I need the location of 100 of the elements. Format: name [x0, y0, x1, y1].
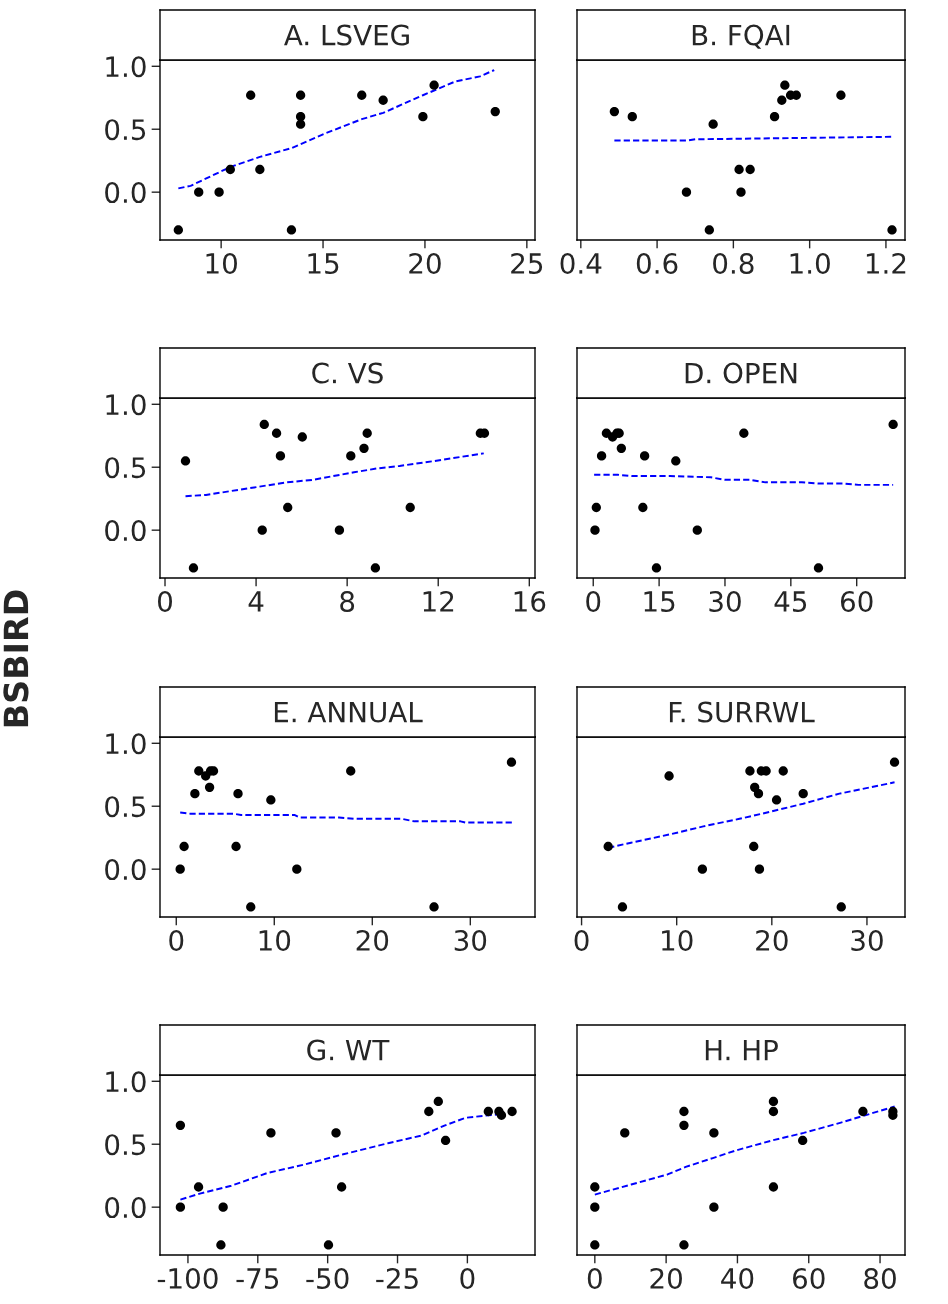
x-tick-label: 60 [840, 590, 873, 612]
point [295, 90, 306, 100]
point [704, 225, 714, 235]
point [609, 106, 620, 117]
point [616, 443, 627, 454]
point [603, 841, 613, 852]
point [617, 902, 628, 912]
x-tick-label: 20 [650, 1267, 682, 1289]
x-tick-label: 20 [756, 929, 788, 951]
line-series [177, 69, 496, 190]
point [194, 766, 204, 776]
chart-title: H. HP [705, 1039, 778, 1061]
point [745, 766, 755, 776]
point [405, 502, 415, 513]
point [331, 1128, 341, 1138]
point [370, 563, 381, 573]
point [257, 525, 267, 535]
point [734, 164, 744, 175]
point [638, 502, 648, 513]
y-tick-label: 0.0 [105, 859, 146, 881]
point [275, 451, 286, 461]
x-tick-label: 60 [793, 1267, 825, 1289]
point [194, 187, 204, 197]
x-tick-label: 0 [587, 1267, 602, 1289]
x-tick-label: -25 [376, 1267, 418, 1289]
point [283, 502, 293, 513]
point [255, 164, 265, 175]
point [378, 95, 388, 105]
point [175, 1202, 186, 1212]
point [286, 225, 297, 235]
x-tick-label: 15 [644, 591, 675, 612]
point [769, 111, 780, 122]
point [591, 502, 601, 513]
chart-title: A. LSVEG [284, 24, 409, 46]
y-tick-label: 1.0 [106, 733, 146, 755]
chart-title: E. ANNUAL [274, 701, 423, 723]
point [336, 1182, 347, 1192]
point [346, 766, 356, 776]
point [590, 525, 600, 535]
point [334, 525, 345, 535]
point [190, 788, 200, 799]
point [639, 451, 650, 461]
point [679, 1106, 689, 1117]
point [180, 456, 191, 466]
x-tick-label: -100 [157, 1267, 218, 1289]
point [679, 1120, 689, 1131]
x-tick-label: 25 [511, 252, 543, 274]
point [214, 187, 224, 197]
point [259, 419, 269, 430]
point [887, 225, 897, 235]
point [362, 428, 372, 438]
x-tick-label: 10 [206, 252, 237, 274]
point [777, 95, 787, 105]
x-tick-label: 10 [259, 929, 291, 951]
point [418, 111, 428, 122]
point [753, 788, 764, 799]
point [266, 1128, 276, 1138]
point [749, 841, 759, 852]
point [813, 563, 824, 573]
point [681, 187, 692, 197]
point [246, 90, 256, 100]
point [889, 757, 900, 767]
y-tick-label: 0.0 [105, 1197, 146, 1219]
point [179, 841, 189, 852]
x-tick-label: 30 [851, 929, 883, 951]
x-tick-label: 0.6 [636, 252, 678, 274]
point [858, 1106, 868, 1117]
point [359, 443, 369, 454]
x-tick-label: 12 [423, 590, 454, 612]
point [357, 90, 367, 100]
point [346, 451, 356, 461]
point [679, 1240, 689, 1250]
y-tick-label: 0.5 [105, 457, 146, 479]
x-tick-label: 16 [514, 590, 546, 612]
x-tick-label: 0 [460, 1267, 475, 1289]
point [295, 111, 306, 122]
chart-title: F. SURRWL [669, 701, 815, 723]
point [231, 841, 241, 852]
x-tick-label: 4 [248, 591, 264, 612]
line-series [184, 452, 485, 498]
x-tick-label: 0 [169, 929, 184, 951]
point [754, 864, 765, 874]
point [745, 164, 755, 175]
point [490, 106, 500, 117]
x-tick-label: 0 [158, 590, 172, 612]
y-tick-label: 0.5 [105, 1134, 146, 1156]
point [233, 788, 243, 799]
point [188, 563, 199, 573]
point [506, 757, 517, 767]
point [295, 119, 306, 129]
chart-title: D. OPEN [685, 362, 797, 384]
x-tick-label: 0 [586, 590, 601, 612]
y-tick-label: 0.0 [105, 520, 146, 542]
point [292, 864, 302, 874]
y-tick-label: 0.5 [105, 119, 146, 141]
x-tick-label: 10 [662, 929, 693, 951]
line-series [179, 811, 515, 824]
point [671, 456, 681, 466]
x-tick-label: 15 [308, 253, 339, 274]
point [590, 1182, 600, 1192]
